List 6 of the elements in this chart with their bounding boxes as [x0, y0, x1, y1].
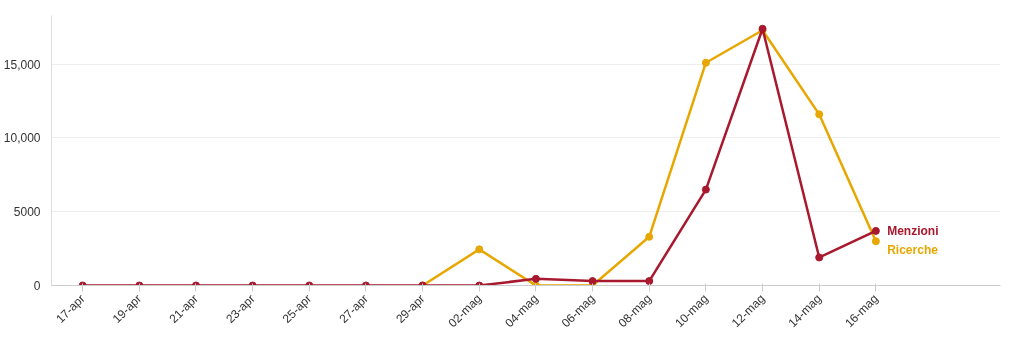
y-tick-label: 10,000: [3, 131, 41, 146]
y-tick-label: 5000: [13, 205, 41, 220]
y-tick-label: 15,000: [3, 57, 41, 72]
y-tick-label: 0: [33, 279, 41, 293]
series-label: Ricerche: [887, 242, 939, 257]
series-label: Menzioni: [887, 223, 939, 238]
